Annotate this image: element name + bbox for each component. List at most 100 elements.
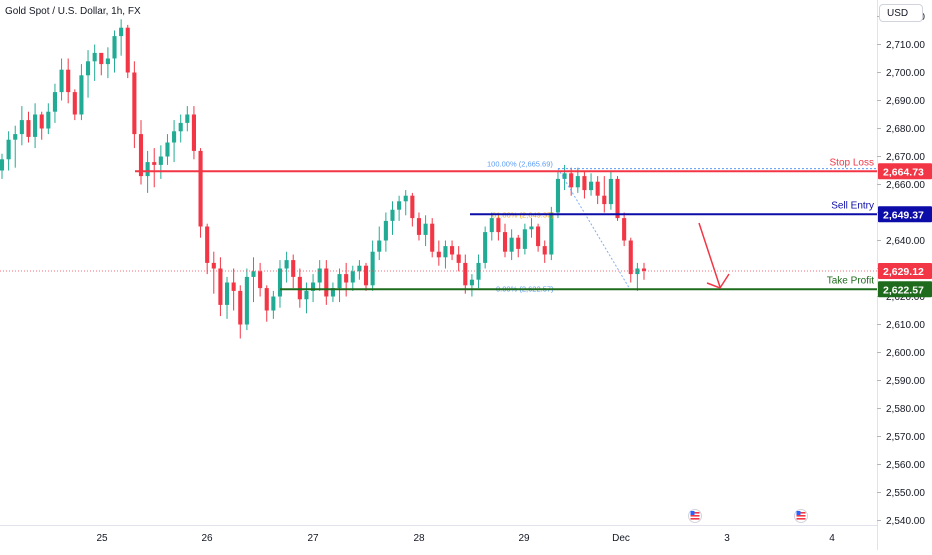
x-tick-label: 3	[724, 533, 730, 544]
candle-body	[350, 271, 355, 283]
candle-body	[602, 195, 607, 205]
x-tick-label: 29	[518, 533, 530, 544]
candle-body	[641, 268, 647, 271]
y-tick-label: 2,540.00	[886, 516, 925, 527]
stop-loss-label: Stop Loss	[830, 157, 874, 168]
candle-body	[13, 134, 18, 140]
candle-body	[264, 288, 269, 311]
candle-body	[85, 61, 91, 76]
candle-body	[39, 114, 44, 129]
candle-body	[26, 120, 31, 137]
candle-body	[185, 114, 190, 123]
candle-body	[476, 262, 481, 280]
y-tick-label: 2,710.00	[886, 40, 925, 51]
candle-body	[416, 218, 422, 235]
candle-body	[496, 218, 501, 233]
candle-body	[542, 246, 547, 255]
candle-body	[562, 173, 567, 179]
candle-body	[555, 178, 561, 213]
candle-body	[330, 288, 335, 297]
candle-body	[105, 58, 110, 65]
candle-body	[456, 254, 461, 263]
candle-body	[79, 75, 84, 115]
y-tick-label: 2,690.00	[886, 96, 925, 107]
y-tick-label: 2,550.00	[886, 488, 925, 499]
sell-entry-price-tag-bg	[878, 206, 932, 223]
candle-body	[165, 142, 170, 157]
candle-body	[0, 159, 5, 171]
candle-body	[138, 134, 144, 177]
y-tick-label: 2,620.00	[886, 292, 925, 303]
candle-body	[178, 122, 183, 132]
candle-body	[469, 279, 474, 286]
candle-body	[509, 237, 514, 252]
candle-body	[311, 282, 316, 291]
candle-body	[119, 27, 124, 37]
drawings: 100.00% (2,665.69)61.80% (2,649.37)0.00%…	[0, 157, 877, 293]
candle-body	[344, 274, 349, 283]
candle-body	[46, 111, 51, 129]
candle-body	[622, 218, 627, 241]
take-profit-label: Take Profit	[827, 275, 874, 286]
candle-body	[410, 195, 415, 219]
candle-body	[258, 271, 263, 289]
us-flag-icon	[794, 509, 808, 523]
currency-button[interactable]: USD	[879, 4, 923, 22]
stop-loss-price-tag-bg	[878, 163, 932, 180]
candles	[0, 19, 647, 339]
stop-loss-price-tag: 2,664.73	[883, 166, 924, 178]
current-price-tag: 2,629.12	[883, 266, 924, 278]
candle-body	[324, 268, 329, 297]
candle-body	[125, 27, 130, 73]
candle-body	[516, 237, 521, 249]
candle-body	[205, 226, 210, 263]
candle-body	[304, 290, 309, 300]
sell-entry-price-tag: 2,649.37	[883, 209, 924, 221]
candle-body	[251, 271, 256, 277]
projection-arrowhead-icon	[706, 273, 730, 289]
candle-body	[390, 209, 395, 221]
candle-body	[112, 36, 117, 59]
y-tick-label: 2,640.00	[886, 236, 925, 247]
candle-body	[33, 114, 38, 137]
candle-body	[99, 52, 104, 65]
candle-body	[463, 262, 468, 286]
candle-body	[52, 92, 58, 112]
x-tick-label: 28	[413, 533, 425, 544]
y-tick-label: 2,610.00	[886, 320, 925, 331]
candle-body	[529, 226, 534, 230]
us-flag-canton	[690, 511, 695, 515]
x-tick-label: 25	[96, 533, 108, 544]
candle-body	[588, 181, 594, 191]
us-flag-stripe	[796, 515, 806, 517]
y-tick-label: 2,600.00	[886, 348, 925, 359]
candle-body	[92, 52, 97, 62]
candle-body	[211, 262, 216, 269]
candle-body	[363, 265, 369, 286]
candle-body	[443, 246, 448, 258]
candle-body	[224, 282, 230, 305]
candle-body	[191, 114, 196, 151]
candle-body	[383, 220, 388, 241]
candle-body	[549, 212, 554, 255]
x-tick-label: 27	[307, 533, 319, 544]
candle-body	[377, 240, 382, 252]
us-flag-stripe	[690, 512, 700, 514]
candle-body	[172, 131, 177, 143]
candle-body	[6, 139, 11, 160]
us-flag-stripe	[796, 518, 806, 520]
candle-body	[370, 251, 375, 286]
chart-title: Gold Spot / U.S. Dollar, 1h, FX	[5, 6, 141, 17]
candle-body	[608, 178, 613, 205]
candle-body	[575, 176, 580, 188]
candle-body	[502, 232, 508, 252]
us-flag-icon	[688, 509, 702, 523]
y-tick-label: 2,560.00	[886, 460, 925, 471]
fib-label-100: 100.00% (2,665.69)	[487, 160, 553, 169]
candle-body	[317, 268, 322, 283]
time-axis: 25 26 27 28 29 Dec 3 4	[96, 509, 835, 544]
candle-body	[66, 69, 71, 93]
fib-trend-line	[557, 168, 631, 290]
